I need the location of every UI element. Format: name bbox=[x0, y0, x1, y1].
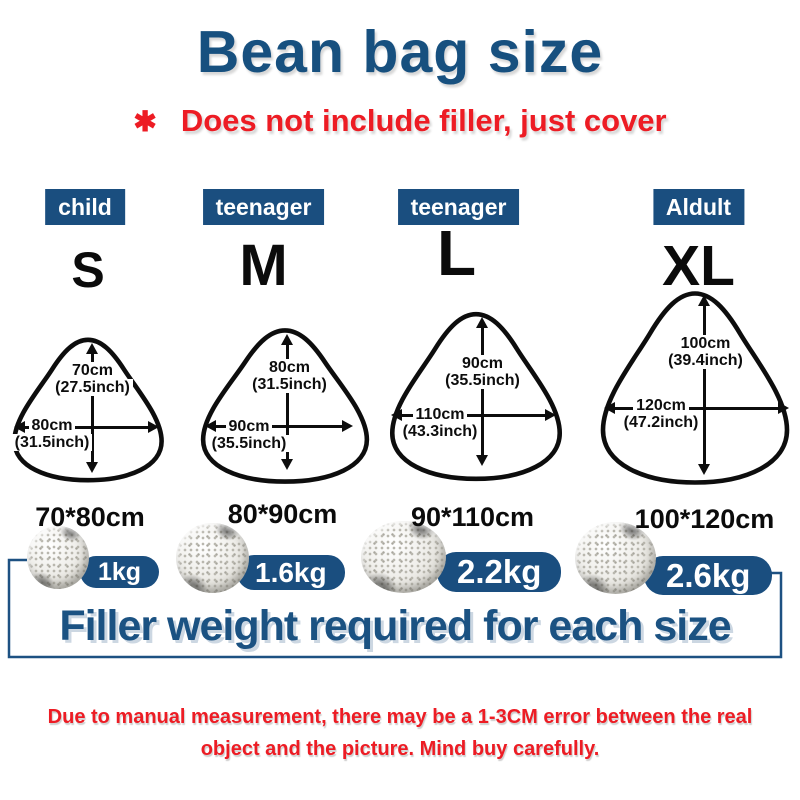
footprint-label: 80*90cm bbox=[227, 499, 338, 529]
width-inch: (35.5inch) bbox=[208, 435, 290, 452]
audience-badge: teenager bbox=[397, 189, 520, 225]
width-arrow-icon bbox=[391, 409, 556, 422]
size-column-xl: Aldult XL 100cm (39.4inch) 120cm (47.2in… bbox=[585, 185, 800, 545]
height-arrow-icon bbox=[698, 295, 711, 475]
width-cm: 90cm bbox=[225, 418, 273, 435]
height-arrow-icon bbox=[476, 317, 489, 466]
height-dimension-label: 90cm (35.5inch) bbox=[422, 355, 543, 389]
width-dimension-label: 90cm (35.5inch) bbox=[190, 418, 308, 452]
beanbag-outline bbox=[385, 305, 567, 488]
beanbag-outline bbox=[8, 332, 168, 488]
width-cm: 80cm bbox=[28, 417, 76, 434]
size-letter: S bbox=[71, 242, 105, 298]
filler-weight-badge: 1kg bbox=[80, 556, 160, 588]
width-arrow-icon bbox=[205, 420, 353, 433]
beads-photo bbox=[361, 521, 446, 593]
width-dimension-label: 80cm (31.5inch) bbox=[0, 417, 104, 451]
filler-banner: Filler weight required for each size bbox=[59, 602, 731, 650]
height-cm: 70cm bbox=[69, 362, 116, 379]
filler-weight-badge: 2.6kg bbox=[644, 556, 773, 595]
footprint-label: 90*110cm bbox=[410, 502, 535, 532]
width-inch: (47.2inch) bbox=[620, 414, 702, 431]
width-dimension-label: 120cm (47.2inch) bbox=[591, 397, 731, 431]
audience-badge: child bbox=[45, 189, 125, 225]
size-column-l: teenager L 90cm (35.5inch) 110cm (43.3in… bbox=[375, 185, 570, 545]
size-letter: L bbox=[436, 217, 477, 289]
size-letter: M bbox=[239, 233, 288, 298]
beads-photo bbox=[575, 522, 656, 594]
beads-photo bbox=[27, 526, 89, 589]
beanbag-outline bbox=[196, 322, 374, 490]
height-cm: 90cm bbox=[459, 355, 506, 372]
cover-note-text: Does not include filler, just cover bbox=[180, 103, 667, 138]
cover-note: ✱ Does not include filler, just cover bbox=[0, 103, 800, 139]
filler-weight-badge: 2.2kg bbox=[437, 552, 562, 592]
height-inch: (27.5inch) bbox=[52, 379, 133, 396]
size-column-s: child S 70cm (27.5inch) 80cm (31.5inch) … bbox=[0, 185, 180, 545]
height-dimension-label: 100cm (39.4inch) bbox=[645, 335, 766, 369]
size-letter: XL bbox=[662, 234, 735, 298]
height-cm: 80cm bbox=[266, 359, 313, 376]
footprint-label: 100*120cm bbox=[634, 504, 775, 534]
width-inch: (43.3inch) bbox=[399, 423, 481, 440]
width-cm: 120cm bbox=[633, 397, 689, 414]
disclaimer-line-2: object and the picture. Mind buy careful… bbox=[200, 738, 600, 760]
height-inch: (31.5inch) bbox=[249, 376, 330, 393]
width-cm: 110cm bbox=[412, 406, 468, 423]
height-inch: (39.4inch) bbox=[665, 352, 746, 369]
size-column-m: teenager M 80cm (31.5inch) 90cm (35.5inc… bbox=[190, 185, 375, 545]
page-title: Bean bag size bbox=[196, 19, 604, 85]
height-dimension-label: 70cm (27.5inch) bbox=[32, 362, 153, 396]
filler-weight-badge: 1.6kg bbox=[237, 555, 345, 590]
beanbag-outline bbox=[595, 283, 795, 493]
beads-photo bbox=[176, 523, 249, 593]
disclaimer-line-1: Due to manual measurement, there may be … bbox=[47, 706, 753, 728]
width-dimension-label: 110cm (43.3inch) bbox=[375, 406, 505, 440]
width-inch: (31.5inch) bbox=[11, 434, 93, 451]
audience-badge: Aldult bbox=[652, 189, 745, 225]
width-arrow-icon bbox=[604, 402, 789, 415]
asterisk-icon: ✱ bbox=[133, 105, 157, 137]
footprint-label: 70*80cm bbox=[35, 502, 145, 532]
width-arrow-icon bbox=[14, 421, 159, 434]
height-dimension-label: 80cm (31.5inch) bbox=[229, 359, 350, 393]
height-cm: 100cm bbox=[677, 335, 734, 352]
height-inch: (35.5inch) bbox=[442, 372, 523, 389]
height-arrow-icon bbox=[281, 334, 294, 470]
audience-badge: teenager bbox=[202, 189, 325, 225]
height-arrow-icon bbox=[86, 343, 99, 473]
